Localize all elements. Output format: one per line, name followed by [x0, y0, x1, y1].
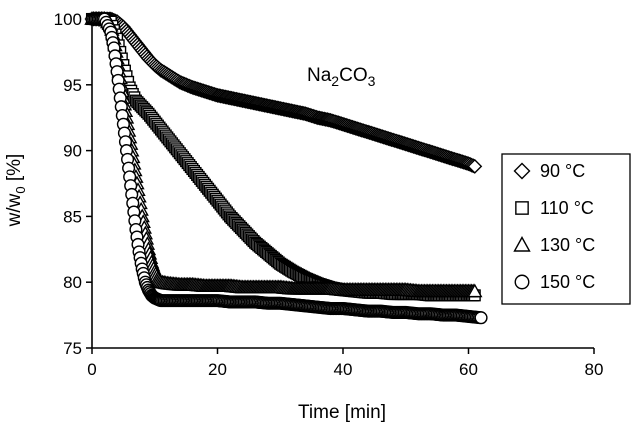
x-tick-label: 40: [334, 360, 353, 379]
legend-item: 130 °C: [513, 235, 595, 255]
y-tick-label: 80: [63, 273, 82, 292]
annotation-base: Na: [307, 65, 332, 86]
y-axis-title-sub: 0: [13, 186, 28, 193]
y-tick-label: 85: [63, 207, 82, 226]
x-axis-title: Time [min]: [298, 402, 386, 423]
series-circle: [85, 12, 488, 325]
legend-item: 90 °C: [513, 161, 585, 181]
y-axis-title: w/w0 [%]: [4, 154, 28, 228]
series-diamond: [84, 11, 483, 174]
x-tick-label: 20: [208, 360, 227, 379]
y-axis-title-base: w/w: [4, 193, 25, 227]
data-point: [467, 283, 483, 298]
annotation-sub1: 2: [331, 73, 339, 89]
y-axis-title-unit: [%]: [4, 154, 25, 187]
legend-marker: [514, 274, 530, 290]
series-triangle: [84, 11, 483, 298]
annotation-sub2: 3: [368, 73, 376, 89]
y-ticks: 75 80 85 90 95 100: [54, 10, 92, 358]
data-point: [467, 158, 483, 174]
legend: 90 °C 110 °C 130 °C 150 °C: [501, 153, 631, 305]
legend-label: 130 °C: [540, 235, 595, 255]
axes: 75 80 85 90 95 100 0 20 40 60 80: [54, 10, 604, 379]
x-tick-label: 80: [585, 360, 604, 379]
x-ticks: 0 20 40 60 80: [87, 348, 603, 379]
legend-label: 90 °C: [540, 161, 585, 181]
legend-item: 110 °C: [515, 198, 594, 218]
legend-label: 110 °C: [540, 198, 594, 218]
y-tick-label: 75: [63, 339, 82, 358]
y-tick-label: 100: [54, 10, 82, 29]
y-tick-label: 95: [63, 76, 82, 95]
chart-annotation: Na2CO3: [307, 65, 376, 89]
y-tick-label: 90: [63, 142, 82, 161]
data-point: [474, 311, 488, 325]
series-layer: [84, 11, 488, 325]
legend-marker: [513, 236, 531, 252]
legend-marker: [513, 162, 531, 180]
x-tick-label: 0: [87, 360, 96, 379]
x-tick-label: 60: [459, 360, 478, 379]
legend-marker: [515, 201, 529, 215]
legend-label: 150 °C: [540, 272, 595, 292]
legend-items: 90 °C 110 °C 130 °C 150 °C: [513, 161, 595, 292]
legend-item: 150 °C: [514, 272, 595, 292]
annotation-mid: CO: [339, 65, 368, 86]
